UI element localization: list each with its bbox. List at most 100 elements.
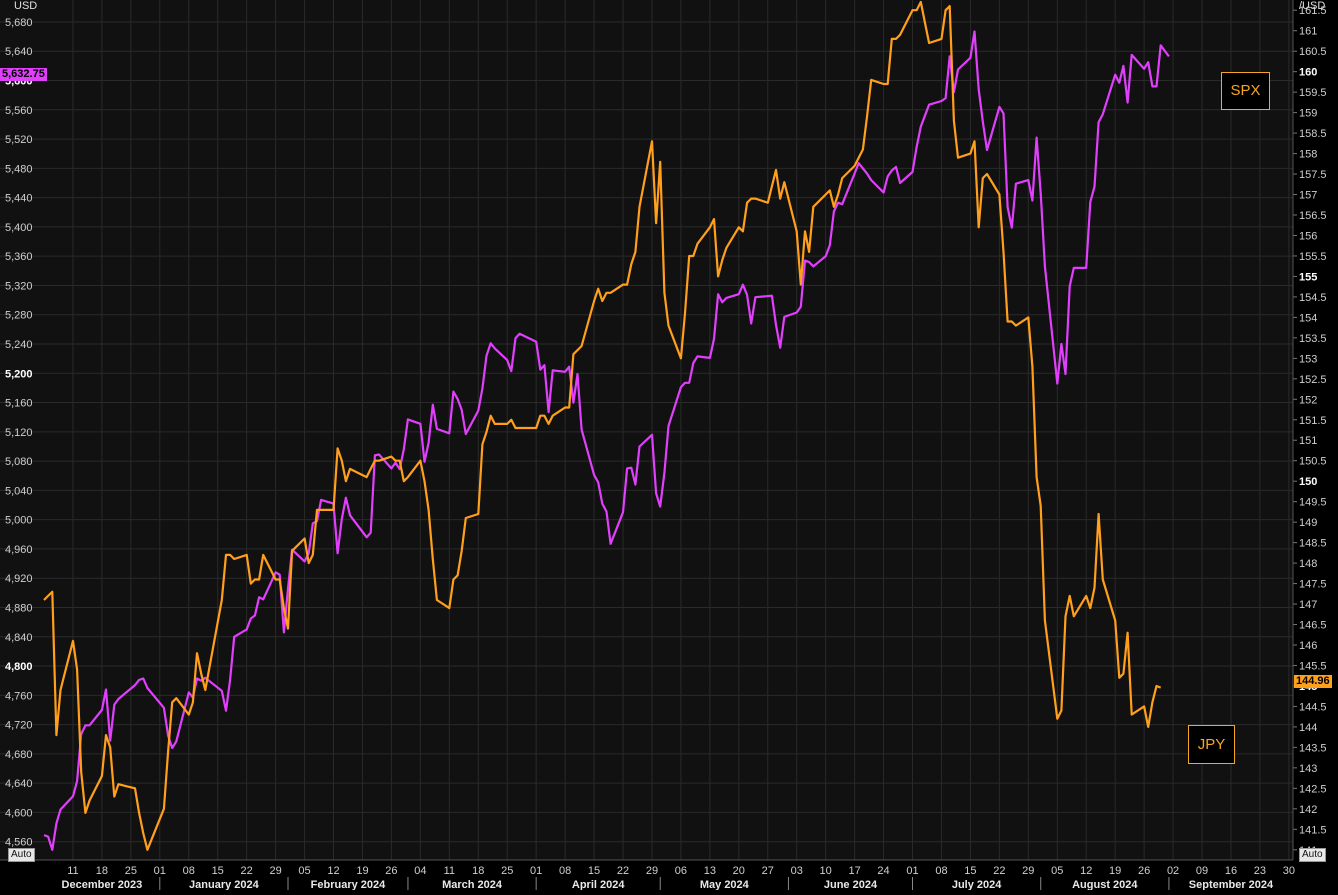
x-day-label: 23: [1254, 865, 1266, 877]
right-tick-label: 153.5: [1299, 333, 1327, 345]
right-axis-unit: /USD: [1299, 0, 1326, 12]
x-day-label: 01: [154, 865, 166, 877]
right-tick-label: 143.5: [1299, 742, 1327, 754]
right-tick-label: 156.5: [1299, 210, 1327, 222]
right-tick-label: 143: [1299, 763, 1317, 775]
left-tick-label: 4,680: [5, 749, 33, 761]
x-day-label: 22: [993, 865, 1005, 877]
right-tick-label: 149: [1299, 517, 1317, 529]
left-axis: 5,6805,6405,6005,5605,5205,4805,4405,400…: [5, 17, 33, 849]
legend-jpy[interactable]: JPY: [1188, 725, 1235, 764]
right-auto-scale-button[interactable]: Auto: [1299, 848, 1326, 862]
left-tick-label: 5,160: [5, 398, 33, 410]
right-tick-label: 160: [1299, 67, 1317, 79]
left-tick-label: 5,000: [5, 515, 33, 527]
x-day-label: 18: [472, 865, 484, 877]
right-tick-label: 151: [1299, 435, 1317, 447]
x-day-label: 11: [444, 865, 455, 877]
right-tick-label: 155.5: [1299, 251, 1327, 263]
x-day-label: 12: [1080, 865, 1092, 877]
right-tick-label: 157: [1299, 190, 1317, 202]
jpy-last-price-tag: 144.96: [1294, 675, 1332, 688]
plot-area: [0, 0, 1293, 860]
grid: [0, 0, 1293, 860]
left-tick-label: 5,360: [5, 251, 33, 263]
x-day-label: 29: [646, 865, 658, 877]
x-day-label: 11: [67, 865, 78, 877]
x-day-label: 20: [733, 865, 745, 877]
x-day-label: 01: [530, 865, 542, 877]
x-month-label: May 2024: [700, 879, 750, 890]
series-layer: [43, 0, 1170, 851]
left-tick-label: 4,640: [5, 778, 33, 790]
right-tick-label: 144.5: [1299, 701, 1327, 713]
x-day-label: 10: [820, 865, 832, 877]
x-month-label: April 2024: [572, 879, 625, 890]
x-day-label: 27: [762, 865, 774, 877]
right-tick-label: 158.5: [1299, 128, 1327, 140]
right-tick-label: 152: [1299, 394, 1317, 406]
left-tick-label: 5,320: [5, 280, 33, 292]
x-day-label: 03: [791, 865, 803, 877]
series-line-jpy: [43, 0, 1162, 851]
right-tick-label: 150.5: [1299, 456, 1327, 468]
left-tick-label: 4,760: [5, 690, 33, 702]
left-tick-label: 5,080: [5, 456, 33, 468]
right-tick-label: 148.5: [1299, 538, 1327, 550]
left-tick-label: 5,200: [5, 368, 33, 380]
x-day-label: 05: [298, 865, 310, 877]
x-month-label: September 2024: [1189, 879, 1274, 890]
x-day-label: 26: [1138, 865, 1150, 877]
left-tick-label: 4,560: [5, 837, 33, 849]
x-axis: 11 18 25 01 08 15 22 29 05 12 19 26 04 11 18 25 01 08 15 22…: [0, 859, 1295, 891]
right-tick-label: 153: [1299, 353, 1317, 365]
left-tick-label: 4,600: [5, 807, 33, 819]
x-month-label: July 2024: [952, 879, 1002, 890]
left-auto-scale-button[interactable]: Auto: [8, 848, 35, 862]
x-day-label: 15: [964, 865, 976, 877]
right-tick-label: 160.5: [1299, 46, 1327, 58]
right-tick-label: 154: [1299, 312, 1317, 324]
x-day-label: 08: [559, 865, 571, 877]
x-day-label: 08: [935, 865, 947, 877]
right-tick-label: 141.5: [1299, 824, 1327, 836]
x-day-label: 25: [501, 865, 513, 877]
right-tick-label: 145.5: [1299, 660, 1327, 672]
x-month-label: June 2024: [824, 879, 878, 890]
right-tick-label: 150: [1299, 476, 1317, 488]
x-day-label: 30: [1283, 865, 1295, 877]
right-tick-label: 152.5: [1299, 374, 1327, 386]
x-day-label: 09: [1196, 865, 1208, 877]
x-day-label: 18: [96, 865, 108, 877]
x-month-label: January 2024: [189, 879, 260, 890]
right-tick-label: 159.5: [1299, 87, 1327, 99]
left-tick-label: 5,680: [5, 17, 33, 29]
x-day-label: 29: [1022, 865, 1034, 877]
x-day-label: 15: [212, 865, 224, 877]
right-tick-label: 159: [1299, 108, 1317, 120]
legend-spx[interactable]: SPX: [1221, 72, 1270, 110]
x-day-label: 22: [241, 865, 253, 877]
left-axis-unit: USD: [14, 0, 38, 12]
right-tick-label: 155: [1299, 271, 1317, 283]
right-tick-label: 151.5: [1299, 415, 1327, 427]
right-tick-label: 157.5: [1299, 169, 1327, 181]
x-day-label: 22: [617, 865, 629, 877]
x-day-label: 13: [704, 865, 716, 877]
x-day-label: 05: [1051, 865, 1063, 877]
right-tick-label: 147.5: [1299, 579, 1327, 591]
x-day-label: 04: [414, 865, 426, 877]
x-day-label: 12: [327, 865, 339, 877]
left-tick-label: 5,560: [5, 105, 33, 117]
series-line-spx: [43, 30, 1170, 851]
x-month-label: March 2024: [442, 879, 503, 890]
left-tick-label: 4,800: [5, 661, 33, 673]
right-tick-label: 149.5: [1299, 497, 1327, 509]
right-tick-label: 147: [1299, 599, 1317, 611]
right-tick-label: 146: [1299, 640, 1317, 652]
left-tick-label: 4,920: [5, 573, 33, 585]
x-day-label: 25: [125, 865, 137, 877]
x-day-label: 29: [269, 865, 281, 877]
